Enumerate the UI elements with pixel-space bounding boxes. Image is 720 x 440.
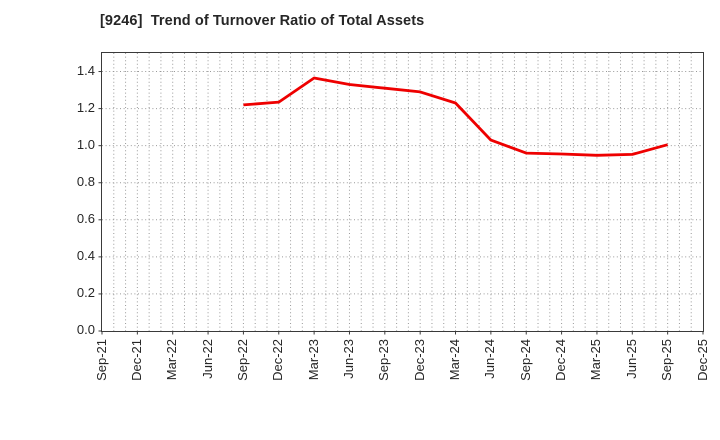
plot-area [98, 52, 704, 335]
y-tick-label: 0.0 [76, 322, 95, 337]
x-tick-label: Sep-21 [93, 339, 109, 381]
x-tick-label: Sep-25 [659, 339, 675, 381]
x-tick-label: Sep-22 [234, 339, 250, 381]
x-tick-label: Jun-25 [623, 339, 639, 379]
x-tick-label: Sep-23 [376, 339, 392, 381]
y-tick-label: 0.2 [76, 284, 95, 300]
x-tick-label: Jun-22 [199, 339, 215, 379]
x-tick-label: Jun-24 [482, 339, 498, 379]
y-tick-label: 1.4 [76, 62, 95, 78]
x-tick-label: Jun-23 [340, 339, 356, 379]
y-tick-label: 0.6 [76, 210, 95, 226]
x-tick-label: Dec-24 [553, 339, 569, 381]
x-tick-label: Dec-23 [411, 339, 427, 381]
x-tick-label: Sep-24 [517, 339, 533, 381]
x-tick-label: Mar-23 [305, 339, 321, 381]
y-tick-label: 1.2 [76, 99, 95, 115]
x-tick-label: Mar-25 [588, 339, 604, 381]
x-tick-label: Dec-22 [270, 339, 286, 381]
x-tick-label: Mar-22 [164, 339, 180, 381]
x-tick-label: Dec-25 [694, 339, 710, 381]
y-tick-label: 0.4 [76, 247, 95, 263]
x-tick-label: Dec-21 [128, 339, 144, 381]
data-line-turnover-ratio-of-total-assets [243, 76, 668, 157]
chart-title: [9246] Trend of Turnover Ratio of Total … [100, 13, 425, 29]
line-chart-svg [98, 53, 704, 335]
y-tick-label: 1.0 [76, 136, 95, 152]
x-tick-label: Mar-24 [447, 339, 463, 381]
y-tick-label: 0.8 [76, 173, 95, 189]
